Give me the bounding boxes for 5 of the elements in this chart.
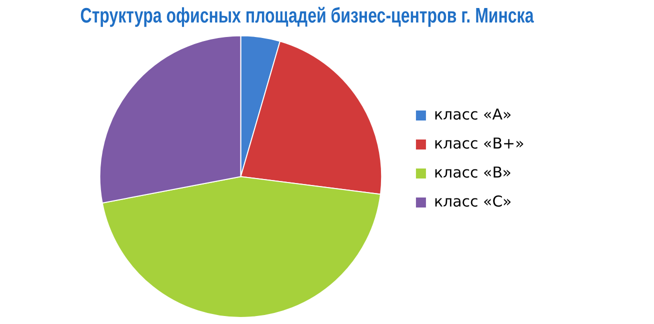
legend-label: класс «B» xyxy=(434,163,512,182)
legend-label: класс «B+» xyxy=(434,134,524,152)
chart-title: Структура офисных площадей бизнес-центров г. Минска xyxy=(80,3,534,27)
legend-label: класс «A» xyxy=(434,105,512,124)
legend-label: класс «C» xyxy=(434,192,512,210)
